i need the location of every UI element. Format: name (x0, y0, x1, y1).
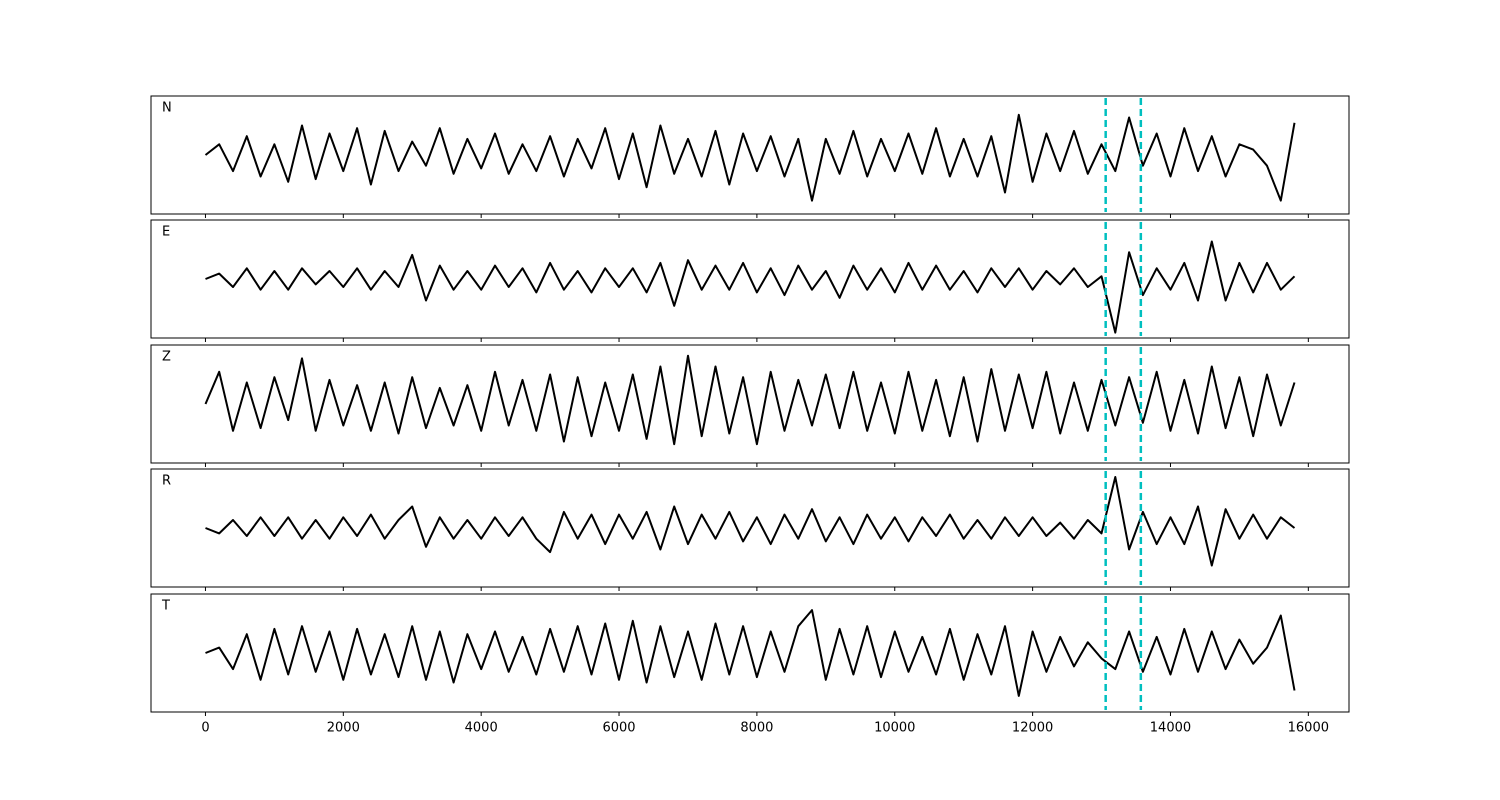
panel-label: E (162, 225, 170, 240)
x-tick-label: 12000 (1012, 721, 1053, 736)
x-tick-label: 14000 (1150, 721, 1191, 736)
x-tick-label: 16000 (1288, 721, 1329, 736)
trace (204, 354, 1296, 446)
trace (205, 240, 1296, 334)
trace (205, 476, 1296, 567)
panel-label: T (161, 599, 170, 614)
panel-label: R (162, 474, 171, 489)
trace (205, 609, 1296, 697)
x-tick-label: 10000 (874, 721, 915, 736)
x-tick-label: 0 (201, 721, 209, 736)
panel-frame (150, 95, 1350, 215)
x-tick-label: 4000 (465, 721, 498, 736)
panel-label: Z (162, 350, 171, 365)
panel-frame (150, 468, 1350, 588)
panel-frame (150, 219, 1350, 339)
x-tick-label: 6000 (602, 721, 635, 736)
panel-label: N (162, 101, 172, 116)
trace (204, 113, 1296, 202)
panel-frame (150, 344, 1350, 464)
panel-frame (150, 593, 1350, 713)
x-tick-label: 2000 (327, 721, 360, 736)
x-tick-label: 8000 (740, 721, 773, 736)
